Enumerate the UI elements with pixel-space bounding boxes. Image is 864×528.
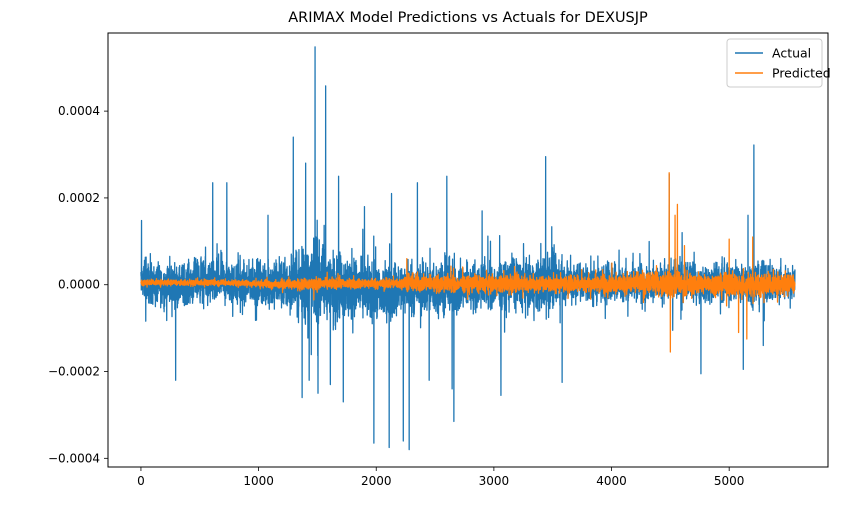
y-tick-label: −0.0002 xyxy=(48,365,100,379)
y-tick-label: 0.0002 xyxy=(58,191,100,205)
y-tick-label: 0.0004 xyxy=(58,104,100,118)
x-tick-label: 5000 xyxy=(714,474,745,488)
x-tick-label: 2000 xyxy=(361,474,392,488)
legend: Actual Predicted xyxy=(726,38,831,88)
x-tick-label: 3000 xyxy=(479,474,510,488)
chart-title: ARIMAX Model Predictions vs Actuals for … xyxy=(288,10,648,26)
series-line-predicted xyxy=(140,172,796,353)
axes-frame xyxy=(107,32,829,468)
y-tick-label: 0.0000 xyxy=(58,278,100,292)
y-axis: −0.0004 −0.0002 0.0000 0.0002 0.0004 xyxy=(48,104,108,465)
legend-label-predicted: Predicted xyxy=(772,66,831,81)
x-tick-label: 4000 xyxy=(596,474,627,488)
legend-label-actual: Actual xyxy=(772,46,811,61)
plot-area xyxy=(107,32,829,468)
x-tick-label: 1000 xyxy=(243,474,274,488)
x-axis: 0 1000 2000 3000 4000 5000 xyxy=(137,467,744,488)
y-tick-label: −0.0004 xyxy=(48,451,100,465)
legend-box xyxy=(726,38,823,88)
x-tick-label: 0 xyxy=(137,474,145,488)
series-layer xyxy=(140,46,796,451)
